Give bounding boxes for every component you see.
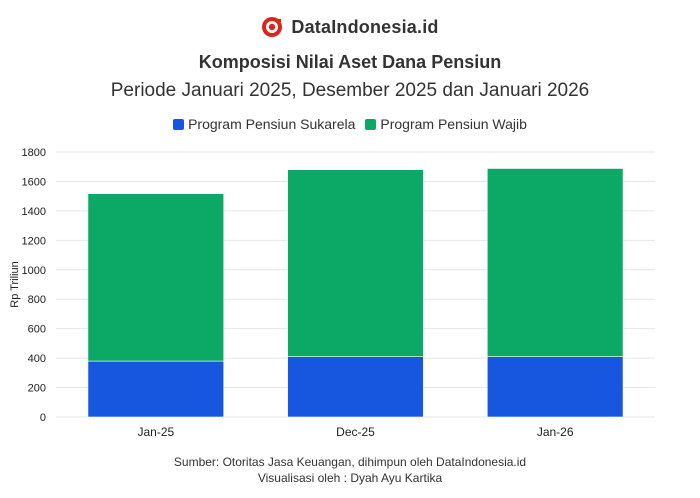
y-tick-label: 1200 — [22, 235, 46, 247]
chart-legend: Program Pensiun Sukarela Program Pensiun… — [0, 116, 700, 132]
legend-label-wajib: Program Pensiun Wajib — [380, 116, 527, 132]
legend-item-wajib: Program Pensiun Wajib — [365, 116, 527, 132]
y-tick-label: 1600 — [22, 176, 46, 188]
bar-sukarela — [287, 356, 424, 418]
credit-note: Visualisasi oleh : Dyah Ayu Kartika — [257, 471, 443, 485]
y-tick-label: 0 — [40, 412, 46, 424]
brand-name: DataIndonesia.id — [291, 16, 439, 37]
bar-wajib — [87, 193, 225, 362]
source-note: Sumber: Otoritas Jasa Keuangan, dihimpun… — [173, 455, 527, 469]
dataindonesia-logo-icon — [262, 17, 283, 37]
chart-title: Komposisi Nilai Aset Dana Pensiun — [198, 52, 502, 72]
x-tick-label: Dec-25 — [336, 425, 375, 439]
y-tick-label: 1800 — [22, 147, 46, 159]
legend-swatch-wajib — [365, 118, 377, 130]
legend-label-sukarela: Program Pensiun Sukarela — [188, 116, 356, 132]
y-tick-label: 400 — [28, 353, 46, 365]
brand-header: DataIndonesia.id — [0, 10, 700, 44]
y-tick-label: 1000 — [22, 265, 46, 277]
bar-sukarela — [87, 360, 225, 418]
y-tick-label: 800 — [28, 294, 46, 306]
legend-swatch-sukarela — [173, 118, 185, 130]
y-tick-label: 600 — [28, 324, 46, 336]
y-axis-label: Rp Triliun — [9, 261, 21, 307]
x-tick-label: Jan-26 — [537, 425, 574, 439]
bar-sukarela — [486, 356, 624, 418]
x-tick-label: Jan-25 — [137, 425, 174, 439]
bar-wajib — [486, 168, 624, 357]
y-tick-label: 1400 — [22, 206, 46, 218]
y-tick-label: 200 — [28, 383, 46, 395]
legend-item-sukarela: Program Pensiun Sukarela — [173, 116, 355, 132]
bar-wajib — [287, 169, 424, 357]
stacked-bar-chart: 0 200 400 600 800 1000 1200 1400 1600 1800 Rp Tril… — [9, 147, 655, 439]
chart-subtitle: Periode Januari 2025, Desember 2025 dan … — [110, 80, 590, 101]
